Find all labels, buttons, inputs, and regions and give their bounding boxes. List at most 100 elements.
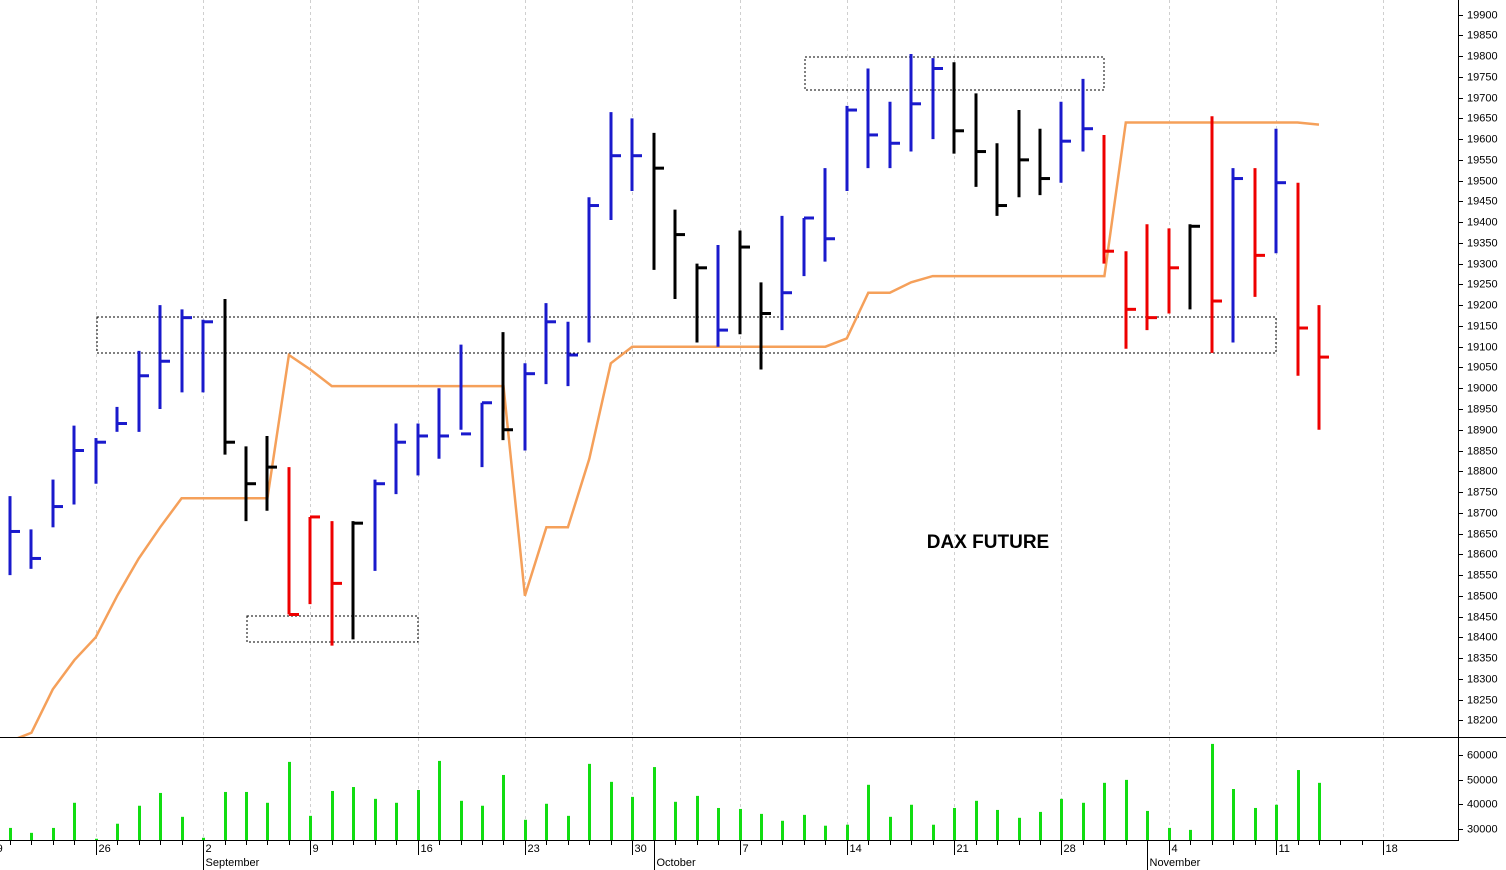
volume-bar [717,807,720,840]
volume-bar [224,791,227,840]
y-tick-label: 19600 [1467,133,1498,145]
y-tick-label: 18750 [1467,486,1498,498]
volume-bar [309,815,312,840]
volume-bar [159,792,162,840]
volume-bar [288,761,291,840]
volume-bar [1125,779,1128,840]
y-tick-label: 19650 [1467,112,1498,124]
month-label: October [657,857,696,869]
volume-bar [331,790,334,840]
volume-bar [631,796,634,840]
price-pane [8,53,1329,737]
volume-bar [760,813,763,840]
volume-bar [481,805,484,840]
x-tick-label: 18 [1386,843,1398,855]
x-tick-label: 19 [0,843,3,855]
y-tick-label: 19550 [1467,154,1498,166]
grid [96,0,1384,840]
y-tick-label: 18200 [1467,714,1498,726]
chart-title: DAX FUTURE [927,532,1049,553]
y-tick-label: 18950 [1467,403,1498,415]
volume-bar [417,789,420,840]
y-tick-label: 18650 [1467,528,1498,540]
x-tick-label: 7 [743,843,749,855]
volume-bar [1254,807,1257,840]
x-tick-label: 30 [635,843,647,855]
y-tick-label: 19050 [1467,361,1498,373]
volume-bar [824,825,827,840]
volume-bar [867,784,870,840]
volume-bar [1189,829,1192,840]
y-tick-label: 18800 [1467,465,1498,477]
x-tick-label: 26 [99,843,111,855]
volume-bar [245,791,248,840]
volume-bar [739,808,742,840]
volume-bar [1232,789,1235,840]
volume-bar [1103,782,1106,840]
volume-bar [460,800,463,840]
volume-pane [9,743,1321,840]
y-tick-label: 19250 [1467,278,1498,290]
y-tick-label: 18250 [1467,694,1498,706]
x-tick-label: 16 [421,843,433,855]
volume-bar [1297,770,1300,840]
volume-bar [588,763,591,840]
x-tick-label: 2 [206,843,212,855]
y-tick-label: 19000 [1467,382,1498,394]
y-tick-label: 18300 [1467,673,1498,685]
volume-bar [953,807,956,840]
x-tick-label: 9 [313,843,319,855]
volume-bar [1146,810,1149,840]
volume-bar [846,824,849,840]
x-tick-label: 28 [1064,843,1076,855]
range-box [96,316,1277,354]
volume-bar [138,805,141,840]
y-tick-label: 19500 [1467,175,1498,187]
x-tick-label: 4 [1172,843,1178,855]
y-tick-label: 19150 [1467,320,1498,332]
volume-bar [1060,798,1063,840]
y-tick-label: 18450 [1467,611,1498,623]
y-tick-label: 19300 [1467,258,1498,270]
volume-bar [674,801,677,840]
volume-bar [266,802,269,840]
y-tick-label: 19350 [1467,237,1498,249]
volume-bar [1082,802,1085,840]
volume-bar [95,838,98,840]
volume-bar [1018,817,1021,840]
y-tick-label: 19850 [1467,29,1498,41]
x-tick-label: 21 [957,843,969,855]
volume-bar [567,815,570,840]
volume-bar [374,798,377,840]
y-tick-label: 19200 [1467,299,1498,311]
volume-bar [202,837,205,840]
volume-bar [52,827,55,840]
y-tick-label: 18550 [1467,569,1498,581]
volume-tick-label: 50000 [1467,774,1498,786]
y-tick-label: 18500 [1467,590,1498,602]
volume-tick-label: 60000 [1467,749,1498,761]
y-tick-label: 18350 [1467,652,1498,664]
y-tick-label: 19400 [1467,216,1498,228]
volume-bar [696,795,699,840]
y-tick-label: 19750 [1467,71,1498,83]
y-tick-label: 19900 [1467,9,1498,21]
volume-bar [116,823,119,840]
volume-bar [910,804,913,840]
volume-bar [73,802,76,840]
y-tick-label: 18600 [1467,548,1498,560]
volume-bar [30,832,33,840]
volume-bar [932,824,935,840]
x-tick-label: 11 [1279,843,1290,855]
volume-bar [803,814,806,840]
volume-bar [524,819,527,840]
volume-bar [781,820,784,840]
volume-tick-label: 30000 [1467,823,1498,835]
volume-bar [1168,827,1171,840]
y-tick-label: 18900 [1467,424,1498,436]
volume-bar [653,767,656,840]
y-tick-label: 18400 [1467,631,1498,643]
volume-bar [438,760,441,840]
